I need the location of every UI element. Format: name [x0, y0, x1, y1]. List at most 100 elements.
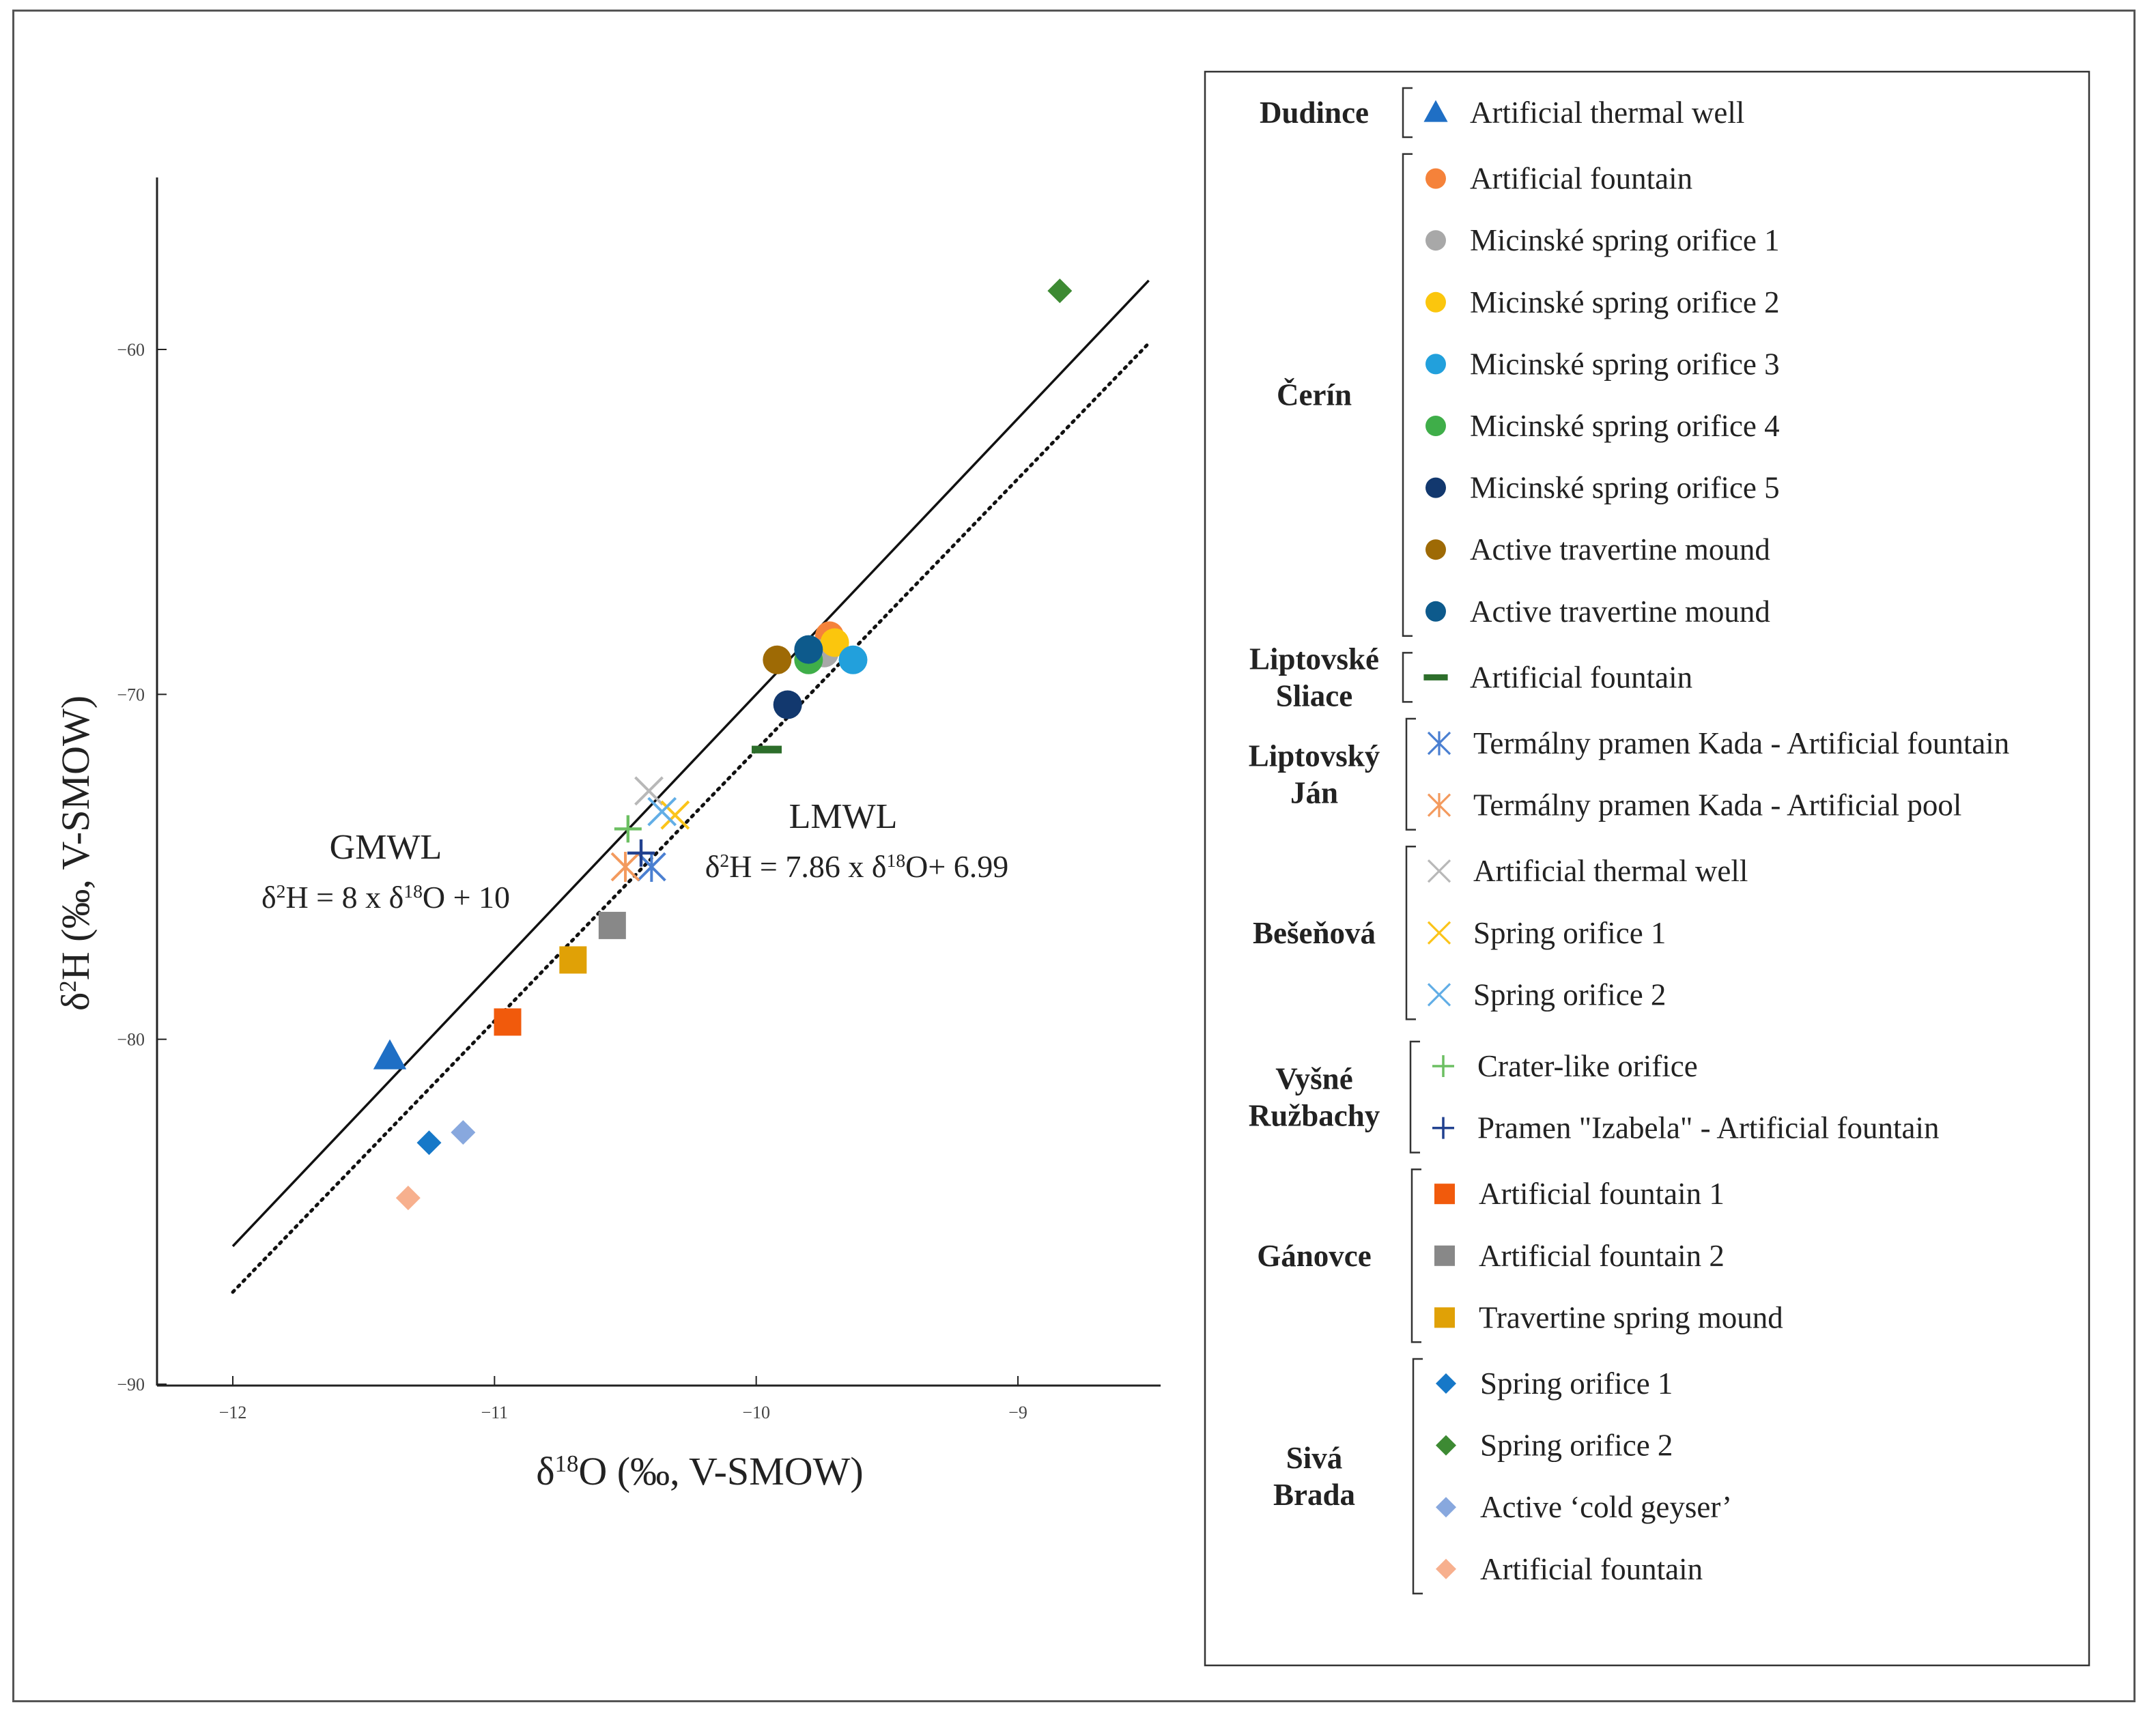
legend-box — [1204, 70, 2090, 1667]
data-point — [373, 1039, 407, 1070]
legend-entry-label: Pramen "Izabela" - Artificial fountain — [1477, 1111, 1939, 1145]
legend-bracket — [1410, 1168, 1421, 1343]
legend-marker — [1427, 859, 1451, 883]
data-point — [647, 797, 677, 827]
legend-marker — [1425, 168, 1446, 189]
gmwl-line — [231, 279, 1150, 1248]
legend-bracket — [1402, 652, 1413, 703]
data-point — [838, 645, 868, 674]
legend-marker — [1432, 1055, 1454, 1077]
data-point — [627, 839, 655, 867]
legend-entry-label: Artificial fountain — [1470, 162, 1692, 196]
legend-marker — [1425, 539, 1446, 560]
data-point — [494, 1008, 522, 1036]
legend-group-label: Dudince — [1260, 96, 1369, 130]
legend-marker — [1427, 983, 1451, 1007]
legend-marker — [1436, 1435, 1456, 1456]
legend-group-label: Liptovský Ján — [1249, 739, 1380, 809]
gmwl-label: GMWL — [330, 828, 442, 867]
y-tick-label: −80 — [117, 1030, 145, 1050]
legend-marker — [1425, 601, 1446, 622]
data-point — [773, 690, 802, 719]
legend-marker — [1436, 1373, 1456, 1394]
legend-marker — [1425, 230, 1446, 251]
legend-bracket — [1412, 1358, 1423, 1595]
x-axis-title: δ18O (‰, V-SMOW) — [536, 1449, 863, 1493]
legend-marker — [1423, 674, 1448, 680]
x-tick-label: −10 — [742, 1403, 770, 1422]
legend-bracket — [1402, 153, 1413, 637]
x-tick-label: −9 — [1008, 1403, 1027, 1422]
figure-frame — [12, 10, 2136, 1702]
y-tick-label: −70 — [117, 685, 145, 704]
legend-bracket — [1405, 845, 1416, 1020]
y-tick-label: −90 — [117, 1375, 145, 1394]
legend-marker — [1427, 921, 1451, 945]
legend-marker — [1432, 1117, 1454, 1139]
legend-group-label: Vyšné Ružbachy — [1249, 1061, 1380, 1132]
legend-entry-label: Artificial thermal well — [1470, 96, 1744, 130]
legend-entry-label: Artificial fountain 1 — [1479, 1177, 1725, 1211]
legend-marker — [1434, 1245, 1455, 1266]
legend-entry-label: Travertine spring mound — [1479, 1300, 1783, 1334]
data-point — [634, 776, 664, 806]
legend-marker — [1423, 100, 1448, 122]
legend-group-label: Liptovské Sliace — [1249, 642, 1379, 713]
legend-group-label: Gánovce — [1257, 1239, 1371, 1273]
legend-marker — [1434, 1184, 1455, 1205]
legend-entry-label: Active travertine mound — [1470, 594, 1770, 629]
lmwl-equation: δ2H = 7.86 x δ18O+ 6.99 — [705, 849, 1009, 884]
legend-marker — [1425, 291, 1446, 313]
legend-entry-label: Micinské spring orifice 3 — [1470, 347, 1780, 381]
legend-entry-label: Micinské spring orifice 5 — [1470, 471, 1780, 505]
y-tick-label: −60 — [117, 340, 145, 360]
legend-entry-label: Micinské spring orifice 1 — [1470, 223, 1780, 257]
legend-entry-label: Artificial thermal well — [1473, 854, 1748, 888]
data-point — [614, 815, 642, 843]
legend-marker — [1427, 793, 1451, 818]
data-point — [763, 645, 792, 674]
legend-entry-label: Spring orifice 2 — [1480, 1429, 1673, 1463]
x-tick-label: −12 — [219, 1403, 247, 1422]
data-point — [416, 1130, 442, 1156]
legend-marker — [1425, 354, 1446, 375]
data-point — [598, 911, 626, 939]
data-point — [610, 852, 640, 882]
legend-entry-label: Artificial fountain 2 — [1479, 1239, 1725, 1273]
data-point — [752, 745, 782, 754]
legend-entry-label: Artificial fountain — [1480, 1552, 1703, 1586]
legend-bracket — [1402, 87, 1413, 139]
legend-entry-label: Active ‘cold geyser’ — [1480, 1490, 1732, 1524]
legend-marker — [1436, 1558, 1456, 1579]
legend-marker — [1425, 477, 1446, 498]
legend-bracket — [1409, 1040, 1420, 1153]
legend-marker — [1427, 731, 1451, 756]
legend-marker — [1425, 416, 1446, 436]
y-axis-title: δ2H (‰, V-SMOW) — [53, 696, 98, 1011]
legend-entry-label: Spring orifice 2 — [1473, 977, 1666, 1012]
legend-group-label: Sivá Brada — [1273, 1441, 1355, 1512]
x-tick-label: −11 — [481, 1403, 508, 1422]
legend: Dudince Artificial thermal well Čerín Artif… — [1204, 70, 2090, 1667]
data-point — [451, 1120, 476, 1145]
data-point — [395, 1186, 421, 1211]
lmwl-line — [231, 341, 1151, 1294]
legend-entry-label: Artificial fountain — [1470, 660, 1692, 694]
legend-entry-label: Spring orifice 1 — [1480, 1366, 1673, 1401]
legend-group-label: Čerín — [1277, 378, 1352, 412]
legend-marker — [1434, 1307, 1455, 1328]
legend-entry-label: Termálny pramen Kada - Artificial pool — [1473, 788, 1961, 822]
legend-entry-label: Micinské spring orifice 4 — [1470, 409, 1780, 443]
legend-entry-label: Active travertine mound — [1470, 532, 1770, 567]
legend-marker — [1436, 1497, 1456, 1518]
legend-group-label: Bešeňová — [1253, 916, 1376, 950]
lmwl-label: LMWL — [789, 797, 898, 836]
data-point — [559, 946, 587, 974]
legend-entry-label: Crater-like orifice — [1477, 1049, 1698, 1083]
data-point — [820, 628, 849, 657]
plot-area: −12 −11 −10 −9 −60 −70 −80 −90 δ18O (‰, V-SMOW) δ… — [53, 177, 1161, 1493]
legend-entry-label: Spring orifice 1 — [1473, 916, 1666, 950]
data-point — [794, 635, 823, 664]
data-point — [1047, 278, 1073, 304]
